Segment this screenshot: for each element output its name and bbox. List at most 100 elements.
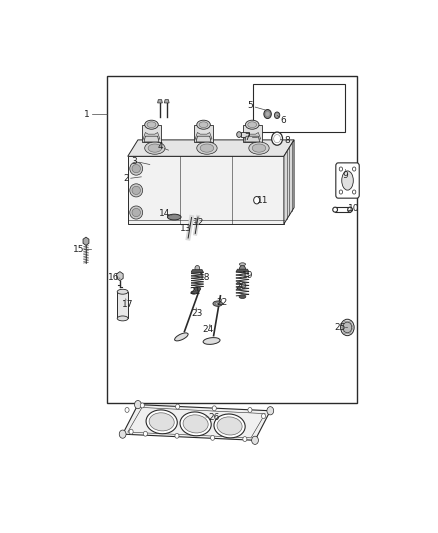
Circle shape [339,190,343,194]
Polygon shape [243,125,261,142]
Ellipse shape [167,214,181,220]
Bar [107,76,357,402]
Circle shape [140,403,145,408]
Bar [117,292,128,318]
Circle shape [129,429,133,434]
Circle shape [353,167,356,171]
Text: 21: 21 [189,287,200,296]
Circle shape [341,319,354,336]
Ellipse shape [130,206,143,219]
Text: 16: 16 [108,273,120,282]
Ellipse shape [183,415,208,433]
Text: 19: 19 [242,271,253,280]
Ellipse shape [175,333,188,341]
Text: 20: 20 [235,282,247,291]
Text: 3: 3 [132,157,138,166]
Text: 11: 11 [257,196,268,205]
Text: 7: 7 [244,133,250,142]
Ellipse shape [239,295,246,298]
Ellipse shape [130,184,143,197]
Circle shape [243,437,247,441]
Text: 8: 8 [284,136,290,145]
Ellipse shape [145,142,165,154]
Circle shape [212,406,216,411]
Ellipse shape [348,207,353,212]
Text: 12: 12 [193,218,205,227]
Circle shape [267,407,274,415]
Bar [241,132,249,138]
Circle shape [274,134,280,143]
Ellipse shape [217,417,242,435]
Text: 24: 24 [202,326,214,334]
Ellipse shape [130,162,143,175]
Circle shape [276,114,279,117]
Polygon shape [196,136,211,142]
Ellipse shape [203,337,220,344]
Ellipse shape [199,122,208,127]
Polygon shape [123,405,270,440]
Polygon shape [142,125,161,142]
Ellipse shape [197,142,217,154]
Polygon shape [128,156,284,224]
Polygon shape [284,140,294,224]
Ellipse shape [132,208,141,216]
Ellipse shape [213,301,223,306]
Circle shape [125,407,129,413]
Polygon shape [83,237,89,245]
Ellipse shape [248,122,257,127]
Text: 6: 6 [280,116,286,125]
Text: 26: 26 [208,413,219,422]
Ellipse shape [146,410,177,434]
Circle shape [248,407,252,413]
Text: 2: 2 [123,174,129,183]
Polygon shape [144,136,159,142]
Ellipse shape [249,142,269,154]
Text: 15: 15 [74,245,85,254]
Polygon shape [244,133,261,139]
Circle shape [176,404,180,409]
Circle shape [237,132,241,138]
Ellipse shape [180,412,211,436]
Ellipse shape [117,316,128,321]
Bar [335,207,350,212]
Text: 13: 13 [180,224,191,232]
Text: 9: 9 [342,171,348,180]
Text: 25: 25 [334,323,346,332]
Text: 17: 17 [122,300,134,309]
Polygon shape [158,100,162,103]
Ellipse shape [148,144,162,152]
Polygon shape [164,100,169,103]
Ellipse shape [132,186,141,195]
Circle shape [143,431,148,436]
Polygon shape [191,270,203,272]
Text: 10: 10 [348,204,360,213]
Polygon shape [195,133,212,139]
Polygon shape [143,133,160,139]
Circle shape [339,167,343,171]
Polygon shape [128,140,294,156]
Ellipse shape [132,165,141,173]
Ellipse shape [252,144,266,152]
Circle shape [264,109,271,118]
Ellipse shape [342,171,353,190]
Text: 18: 18 [199,273,211,282]
Circle shape [254,197,260,204]
Ellipse shape [215,302,220,305]
Text: 5: 5 [248,101,254,110]
Ellipse shape [149,413,174,431]
Circle shape [134,400,141,409]
Text: 23: 23 [192,309,203,318]
Circle shape [266,112,269,116]
Ellipse shape [214,414,245,438]
Ellipse shape [147,122,156,127]
Circle shape [240,265,246,273]
Text: 22: 22 [216,298,227,308]
Ellipse shape [333,207,338,212]
Ellipse shape [240,263,246,265]
Bar [253,84,345,132]
Text: 1: 1 [84,109,90,118]
Circle shape [343,322,352,333]
Text: 4: 4 [157,142,163,151]
Circle shape [274,112,280,118]
Circle shape [261,414,265,418]
